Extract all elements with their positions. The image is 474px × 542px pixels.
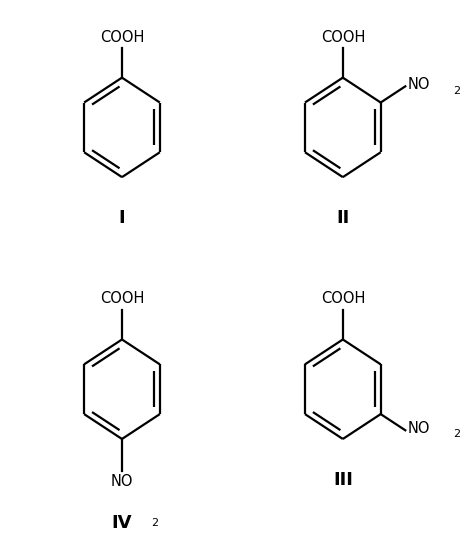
- Text: 2: 2: [453, 86, 460, 95]
- Text: COOH: COOH: [320, 30, 365, 44]
- Text: COOH: COOH: [320, 292, 365, 306]
- Text: COOH: COOH: [100, 292, 144, 306]
- Text: I: I: [118, 209, 125, 228]
- Text: II: II: [336, 209, 349, 228]
- Text: 2: 2: [453, 429, 460, 440]
- Text: IV: IV: [112, 514, 132, 532]
- Text: COOH: COOH: [100, 30, 144, 44]
- Text: NO: NO: [111, 474, 133, 489]
- Text: NO: NO: [407, 78, 429, 92]
- Text: III: III: [333, 472, 353, 489]
- Text: NO: NO: [407, 421, 429, 436]
- Text: 2: 2: [151, 518, 158, 528]
